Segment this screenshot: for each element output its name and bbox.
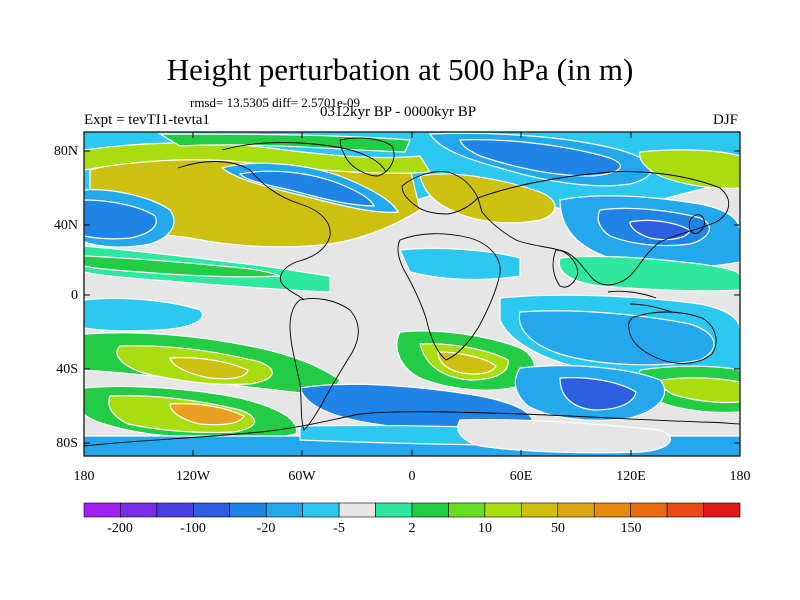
colorbar-swatch <box>338 502 376 518</box>
contour-region <box>559 377 637 411</box>
colorbar-swatch <box>265 502 303 518</box>
contour-region <box>457 419 671 454</box>
colorbar-swatch <box>484 502 522 518</box>
colorbar-swatch <box>229 502 267 518</box>
lat-tick-label: 40S <box>56 362 78 377</box>
coastline-africa <box>397 233 501 361</box>
contour-region <box>629 219 691 241</box>
coastline-asia <box>477 171 730 286</box>
chart-title: Height perturbation at 500 hPa (in m) <box>166 52 634 87</box>
contour-region <box>84 255 281 278</box>
coastline-europe <box>401 171 479 215</box>
colorbar-label: -20 <box>257 521 276 536</box>
colorbar-swatch <box>193 502 231 518</box>
contour-region <box>84 297 204 332</box>
colorbar-swatch <box>593 502 631 518</box>
colorbar-label: 50 <box>551 521 565 536</box>
coastline-greenland <box>339 137 395 177</box>
contour-region <box>639 149 740 189</box>
colorbar-swatch <box>411 502 449 518</box>
colorbar-label: 2 <box>409 521 416 536</box>
coastline-north-america <box>177 161 331 301</box>
stats-label: rmsd= 13.5305 diff= 2.5701e-09 <box>190 95 361 110</box>
lat-tick-label: 80N <box>54 144 78 159</box>
lon-tick-label: 180 <box>730 469 751 484</box>
coastline-south-america <box>289 298 359 431</box>
colorbar-swatch <box>666 502 704 518</box>
period-label: 0312kyr BP - 0000kyr BP <box>320 104 477 120</box>
coastline-india <box>552 249 579 288</box>
contour-region <box>459 139 621 177</box>
contour-region <box>169 357 249 380</box>
contour-region <box>169 403 245 426</box>
colorbar-swatch <box>302 502 340 518</box>
colorbar-swatch <box>557 502 595 518</box>
colorbar <box>83 502 741 518</box>
colorbar-label: -100 <box>180 521 206 536</box>
lon-tick-label: 120W <box>176 469 211 484</box>
lon-tick-label: 180 <box>74 469 95 484</box>
colorbar-swatch <box>120 502 158 518</box>
colorbar-swatch <box>156 502 194 518</box>
colorbar-swatch <box>83 502 121 518</box>
coastline-japan <box>688 214 705 234</box>
colorbar-swatch <box>448 502 486 518</box>
contour-field <box>84 132 740 456</box>
contour-region <box>84 199 157 240</box>
coastlines <box>84 137 740 447</box>
colorbar-label: 10 <box>478 521 492 536</box>
lon-tick-label: 60E <box>510 469 533 484</box>
colorbar-labels: -200 -100 -20 -5 2 10 50 150 <box>107 521 641 536</box>
lon-tick-label: 60W <box>288 469 316 484</box>
coastline-indonesia <box>607 290 673 313</box>
coastline-north-america-north <box>221 142 387 173</box>
experiment-label: Expt = tevTI1-tevta1 <box>84 112 210 128</box>
contour-region <box>437 351 497 375</box>
lat-tick-label: 0 <box>71 288 78 303</box>
lat-tick-label: 80S <box>56 436 78 451</box>
lat-tick-label: 40N <box>54 218 78 233</box>
colorbar-swatch <box>630 502 668 518</box>
axis-ticks <box>83 132 741 456</box>
colorbar-label: -200 <box>107 521 133 536</box>
contour-region <box>399 247 521 281</box>
colorbar-swatch <box>521 502 559 518</box>
colorbar-swatch <box>703 502 741 518</box>
contour-region <box>238 170 375 207</box>
colorbar-label: -5 <box>333 521 345 536</box>
contour-region <box>419 173 556 224</box>
contour-region <box>518 310 715 366</box>
contour-region <box>558 255 740 292</box>
lon-tick-label: 0 <box>409 469 416 484</box>
colorbar-label: 150 <box>621 521 642 536</box>
coastline-australia <box>628 311 717 364</box>
season-label: DJF <box>713 112 739 128</box>
colorbar-swatch <box>375 502 413 518</box>
lon-tick-label: 120E <box>616 469 646 484</box>
coastline-antarctica <box>84 411 740 447</box>
